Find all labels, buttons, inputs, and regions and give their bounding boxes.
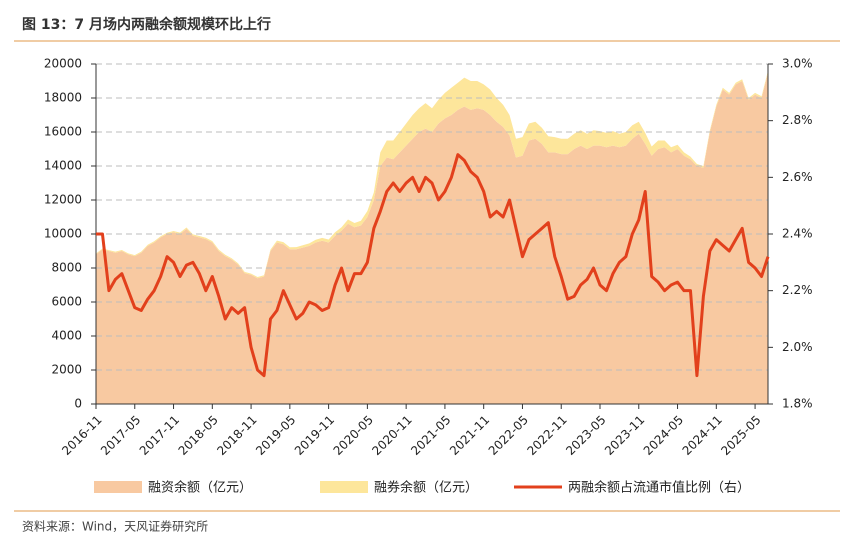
legend-label: 融资余额（亿元）: [148, 480, 252, 496]
y2-tick-label: 2.2%: [782, 283, 813, 297]
y-tick-label: 0: [74, 397, 82, 411]
y-tick-label: 16000: [44, 125, 82, 139]
x-tick-label: 2020-11: [369, 413, 414, 458]
y-tick-label: 4000: [51, 329, 82, 343]
legend-swatch: [320, 481, 368, 493]
x-tick-label: 2018-11: [214, 413, 259, 458]
legend-item: 融券余额（亿元）: [320, 480, 478, 496]
legend-item: 融资余额（亿元）: [94, 480, 252, 496]
y2-tick-label: 2.4%: [782, 227, 813, 241]
source-note: 资料来源：Wind，天风证券研究所: [22, 519, 208, 534]
x-tick-label: 2020-05: [331, 413, 376, 458]
x-tick-label: 2019-05: [253, 413, 298, 458]
y-tick-label: 14000: [44, 159, 82, 173]
x-tick-label: 2025-05: [718, 413, 763, 458]
y-tick-label: 2000: [51, 363, 82, 377]
x-tick-label: 2017-11: [137, 413, 182, 458]
x-tick-label: 2017-05: [98, 413, 143, 458]
x-tick-label: 2023-05: [563, 413, 608, 458]
area: [96, 72, 768, 404]
y-tick-label: 20000: [44, 57, 82, 71]
legend-swatch: [94, 481, 142, 493]
x-tick-label: 2024-05: [641, 413, 686, 458]
y-tick-label: 12000: [44, 193, 82, 207]
x-tick-label: 2018-05: [176, 413, 221, 458]
x-tick-label: 2019-11: [292, 413, 337, 458]
areas: [96, 70, 768, 404]
y-tick-label: 8000: [51, 261, 82, 275]
x-tick-label: 2022-05: [486, 413, 531, 458]
x-tick-label: 2021-05: [408, 413, 453, 458]
x-tick-label: 2022-11: [524, 413, 569, 458]
y-tick-label: 10000: [44, 227, 82, 241]
area: [96, 70, 768, 279]
y2-tick-label: 2.8%: [782, 113, 813, 127]
y-tick-label: 18000: [44, 91, 82, 105]
chart-title: 图 13：7 月场内两融余额规模环比上行: [22, 16, 271, 33]
legend-label: 两融余额占流通市值比例（右）: [568, 480, 750, 496]
y2-tick-label: 1.8%: [782, 397, 813, 411]
y2-tick-label: 3.0%: [782, 57, 813, 71]
x-tick-label: 2021-11: [447, 413, 492, 458]
y2-tick-label: 2.0%: [782, 340, 813, 354]
x-tick-label: 2023-11: [602, 413, 647, 458]
ratio-line: [96, 153, 770, 378]
legend-item: 两融余额占流通市值比例（右）: [514, 480, 750, 496]
y-tick-label: 6000: [51, 295, 82, 309]
x-tick-label: 2024-11: [680, 413, 725, 458]
y2-tick-label: 2.6%: [782, 170, 813, 184]
legend-label: 融券余额（亿元）: [374, 480, 478, 496]
x-tick-label: 2016-11: [59, 413, 104, 458]
